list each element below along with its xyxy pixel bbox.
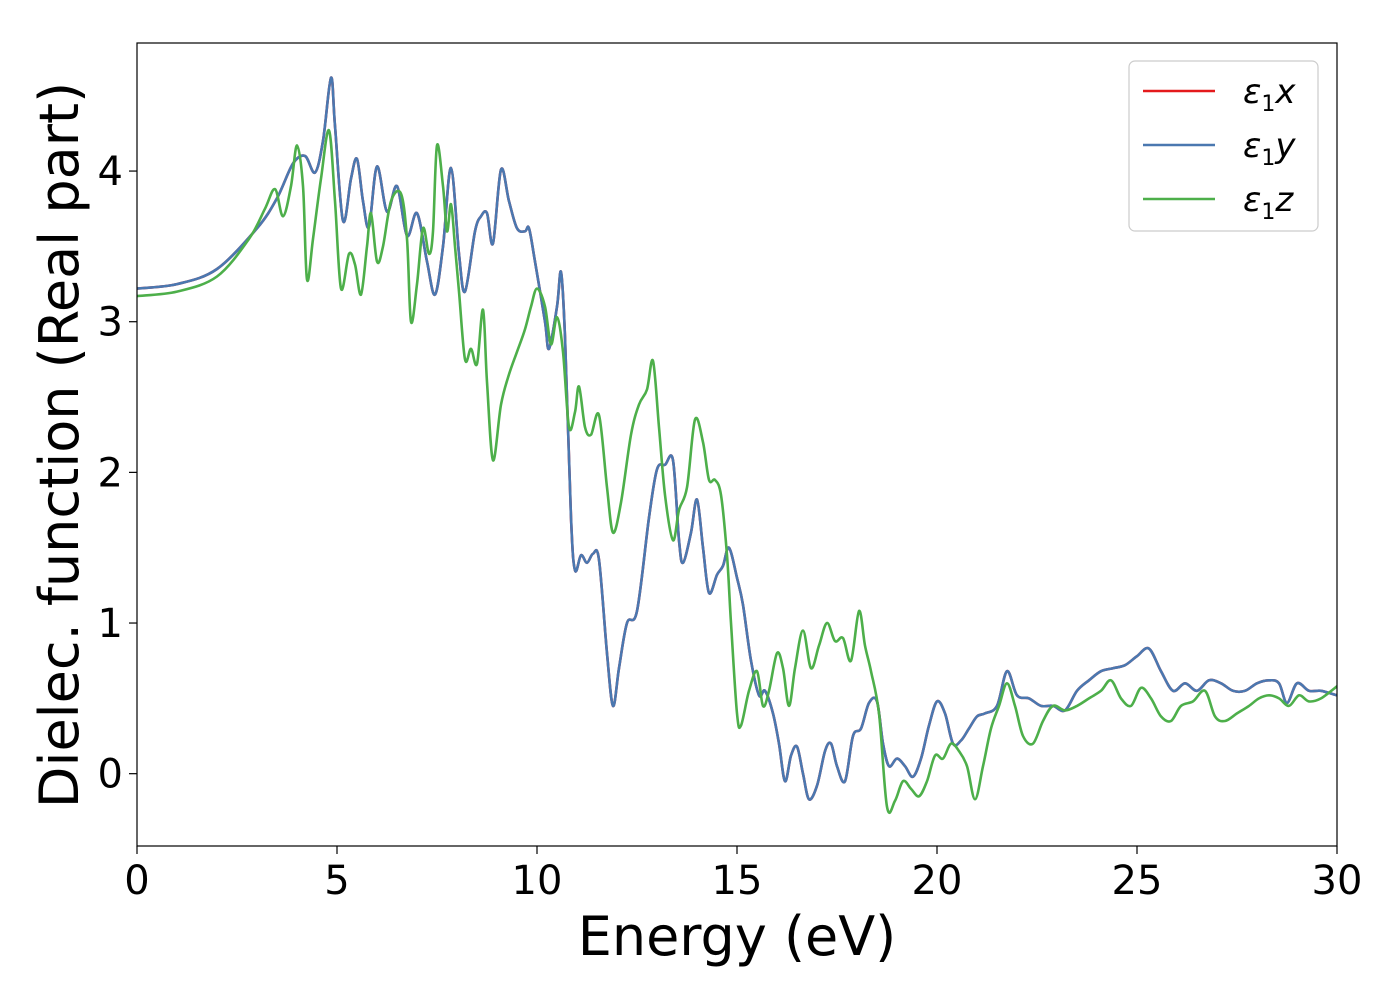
- y-axis-label: Dielec. function (Real part): [28, 82, 91, 808]
- legend: ε1x ε1y ε1z: [1128, 60, 1319, 232]
- y-tick-label: 1: [98, 601, 123, 647]
- y-tick-label: 0: [98, 752, 123, 798]
- legend-box: [1128, 60, 1319, 232]
- y-tick-label: 4: [98, 149, 123, 195]
- series-line-e1y: [137, 76, 1337, 801]
- legend-label: ε1z: [1243, 180, 1294, 225]
- x-tick-label: 25: [1112, 858, 1163, 904]
- x-axis: 0 5 10 15 20 25 30: [124, 846, 1362, 904]
- x-tick-label: 0: [124, 858, 149, 904]
- x-tick-label: 20: [912, 858, 963, 904]
- y-tick-label: 2: [98, 450, 123, 496]
- y-axis: 0 1 2 3 4: [98, 149, 137, 798]
- x-tick-label: 10: [512, 858, 563, 904]
- legend-label: ε1y: [1243, 126, 1296, 171]
- x-tick-label: 15: [712, 858, 763, 904]
- y-tick-label: 3: [98, 300, 123, 346]
- x-tick-label: 30: [1312, 858, 1363, 904]
- series-layer: [137, 76, 1337, 814]
- series-line-e1z: [137, 129, 1337, 814]
- legend-label: ε1x: [1243, 72, 1296, 117]
- x-axis-label: Energy (eV): [578, 905, 897, 968]
- x-tick-label: 5: [324, 858, 349, 904]
